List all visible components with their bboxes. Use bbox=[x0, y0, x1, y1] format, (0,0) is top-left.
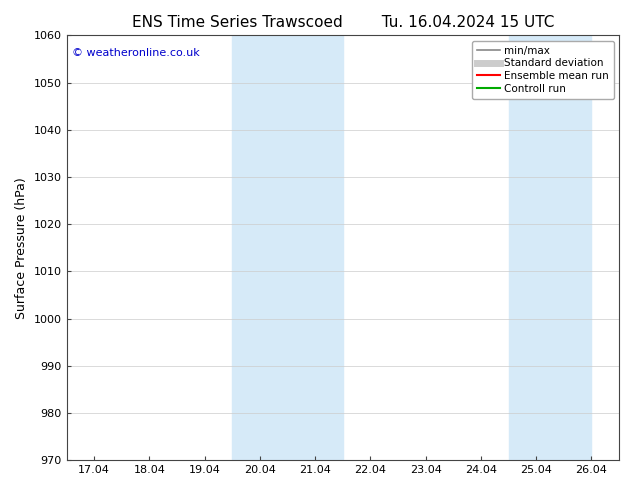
Title: ENS Time Series Trawscoed        Tu. 16.04.2024 15 UTC: ENS Time Series Trawscoed Tu. 16.04.2024… bbox=[132, 15, 554, 30]
Legend: min/max, Standard deviation, Ensemble mean run, Controll run: min/max, Standard deviation, Ensemble me… bbox=[472, 41, 614, 99]
Text: © weatheronline.co.uk: © weatheronline.co.uk bbox=[72, 48, 200, 58]
Bar bbox=[508, 35, 592, 460]
Y-axis label: Surface Pressure (hPa): Surface Pressure (hPa) bbox=[15, 177, 28, 318]
Bar bbox=[232, 35, 343, 460]
